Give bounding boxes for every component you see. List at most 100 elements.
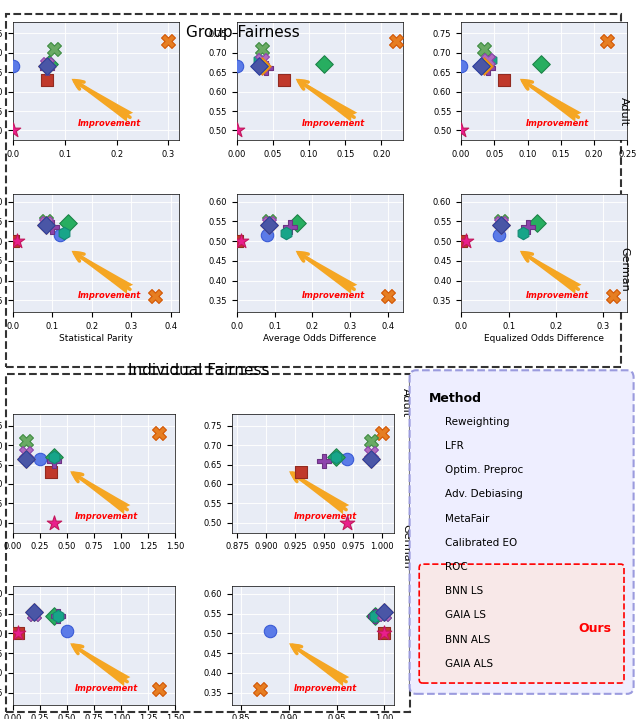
Point [292,218,303,229]
Point [8,124,18,136]
Point [285,221,295,233]
Point [20,453,31,464]
Text: German: German [401,524,412,569]
Point [42,59,52,70]
Text: BNN LS: BNN LS [445,586,483,596]
Text: Optim. Preproc: Optim. Preproc [445,465,523,475]
Point [497,219,507,231]
Point [479,60,490,72]
Point [426,608,436,619]
Text: Improvement: Improvement [76,512,138,521]
Text: Improvement: Improvement [294,684,357,692]
Point [426,487,436,498]
Point [342,453,353,464]
Point [331,451,341,462]
Point [42,60,52,72]
Point [342,517,353,528]
Point [257,55,268,66]
Point [383,290,393,302]
Text: Improvement: Improvement [526,291,589,301]
Point [456,124,467,136]
Point [319,455,330,467]
Point [232,124,242,136]
Text: Improvement: Improvement [294,512,357,521]
Text: Adult: Adult [619,97,629,126]
Point [163,35,173,47]
Point [255,683,266,695]
Point [281,227,291,239]
Point [426,656,436,668]
Point [264,216,274,227]
Point [602,35,612,47]
Point [497,219,507,231]
Point [370,610,380,621]
Point [59,227,69,239]
Point [260,63,271,74]
Point [257,60,268,72]
Point [461,235,471,247]
Point [379,628,389,639]
Point [379,606,389,618]
Point [44,59,54,70]
Point [426,559,436,571]
Point [49,43,60,55]
Point [279,74,289,86]
Point [479,43,490,55]
Point [365,453,376,464]
Point [426,535,436,547]
Point [232,235,242,247]
Point [232,60,242,72]
Text: Calibrated EO: Calibrated EO [445,538,517,548]
Point [497,218,507,229]
Point [42,216,52,227]
Point [426,632,436,644]
Point [518,227,528,239]
Point [426,511,436,523]
Point [53,610,63,621]
X-axis label: Statistical Parity: Statistical Parity [59,334,132,343]
Point [379,628,389,639]
Text: GAIA ALS: GAIA ALS [445,659,493,669]
Text: Improvement: Improvement [526,119,589,129]
Point [49,610,59,621]
Point [264,218,274,229]
Point [497,216,507,227]
Text: Adv. Debiasing: Adv. Debiasing [445,490,522,500]
Point [522,221,532,233]
Point [150,290,160,302]
Point [236,235,246,247]
Point [494,229,504,241]
Point [257,43,268,55]
Point [365,447,376,459]
Point [29,606,40,618]
X-axis label: Average Odds Difference: Average Odds Difference [264,334,376,343]
Point [377,428,387,439]
Point [499,74,509,86]
Point [608,290,618,302]
Point [13,628,23,639]
Text: Improvement: Improvement [301,119,365,129]
Point [476,60,486,72]
Point [53,610,63,621]
Point [154,428,164,439]
Point [264,219,274,231]
Point [253,60,264,72]
Point [42,60,52,72]
Point [370,610,380,621]
Point [379,608,389,619]
Point [45,467,56,478]
Point [42,63,52,74]
Point [331,451,341,462]
Text: Improvement: Improvement [77,119,141,129]
Point [483,55,493,66]
Text: Group Fairness: Group Fairness [186,25,300,40]
Point [390,35,401,47]
Text: LFR: LFR [445,441,463,451]
Point [49,451,59,462]
Point [20,447,31,459]
Point [55,229,65,241]
Text: Improvement: Improvement [76,684,138,692]
Text: MetaFair: MetaFair [445,513,489,523]
Text: German: German [619,247,629,292]
Point [264,219,274,231]
